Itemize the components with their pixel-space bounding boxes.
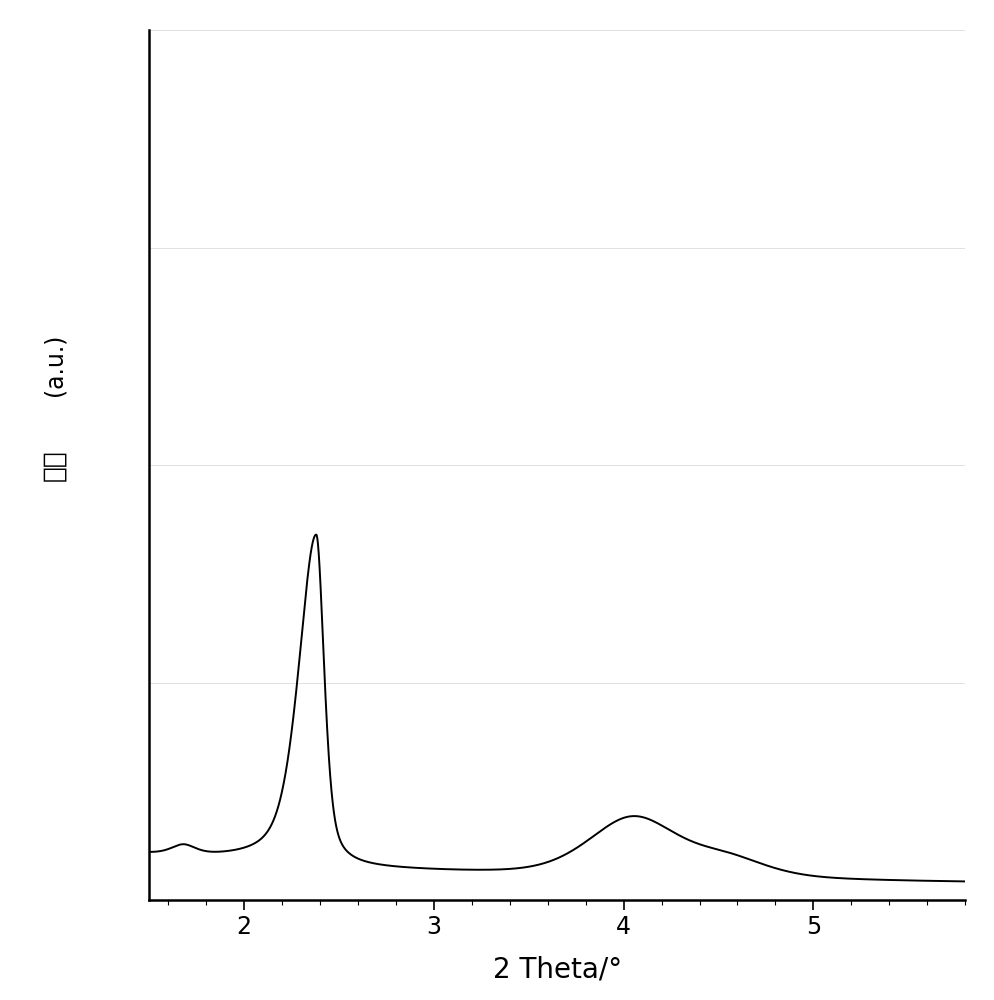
X-axis label: 2 Theta/°: 2 Theta/° — [492, 955, 621, 983]
Text: 强度: 强度 — [42, 449, 68, 481]
Text: (a.u.): (a.u.) — [43, 334, 67, 396]
